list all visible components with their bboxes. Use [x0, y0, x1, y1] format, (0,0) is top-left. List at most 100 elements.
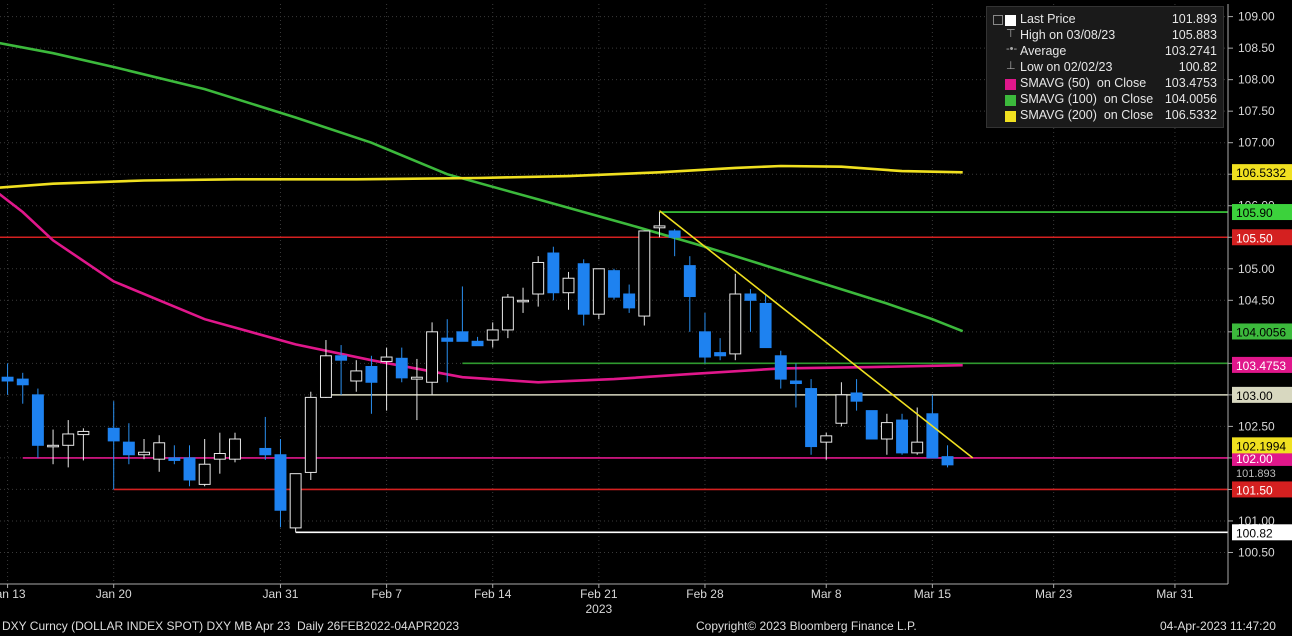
- candle: [759, 294, 772, 349]
- candle-body-down: [623, 293, 636, 309]
- sma100-ref-tag: [1232, 323, 1292, 340]
- candle-body-up: [501, 296, 514, 331]
- x-year-label: 2023: [585, 602, 612, 616]
- x-axis: Jan 13 Jan 20 Jan 31 Feb 7 Feb 14 Feb 21 Feb 2…: [0, 583, 1228, 616]
- candle: [789, 363, 802, 408]
- candle-body-down: [259, 447, 272, 456]
- x-tick-label: Feb 7: [371, 587, 402, 601]
- candle: [880, 413, 893, 455]
- last-price-label: 102.1994: [1236, 439, 1286, 453]
- y-tick-label: 108.50: [1238, 41, 1275, 55]
- candle-body-down: [683, 265, 696, 298]
- legend-row: Last Price 101.893: [987, 12, 1223, 28]
- candle-body-down: [577, 263, 590, 315]
- candle-body-up: [532, 261, 545, 295]
- downtrend-line: [658, 210, 974, 459]
- sma200-ref-tag: [1232, 164, 1292, 181]
- candle: [289, 473, 302, 533]
- footer-timestamp: 04-Apr-2023 11:47:20: [1160, 619, 1276, 633]
- legend-label: SMAVG (100) on Close: [1020, 92, 1154, 106]
- sma-line-1: [0, 41, 964, 333]
- legend-value: 103.4753: [1164, 76, 1217, 90]
- sma100-ref-label: 104.0056: [1236, 325, 1286, 339]
- candle: [122, 423, 135, 465]
- candle: [668, 229, 681, 257]
- candle-body-down: [335, 355, 348, 361]
- y-tick-label: 105.00: [1238, 262, 1275, 276]
- candle: [592, 268, 605, 320]
- legend-value: 100.82: [1178, 60, 1217, 74]
- candle: [714, 338, 727, 361]
- x-tick-label: Jan 31: [262, 587, 298, 601]
- footer-copyright: Copyright© 2023 Bloomberg Finance L.P.: [696, 619, 917, 633]
- x-tick-label: Jan 13: [0, 587, 26, 601]
- y-tick-label: 109.00: [1238, 10, 1275, 24]
- candle-body-up: [229, 438, 241, 460]
- candle: [77, 428, 90, 461]
- level-101-50-label: 101.50: [1236, 483, 1273, 497]
- candle-body-up: [77, 430, 90, 436]
- candle: [501, 294, 514, 339]
- candle: [274, 439, 287, 528]
- candle-body-down: [31, 394, 44, 446]
- candle-body-up: [198, 463, 211, 485]
- candle-body-down: [865, 410, 878, 440]
- candle: [365, 355, 378, 414]
- level-102-00-label: 102.00: [1236, 452, 1273, 466]
- legend-row: -•- Average 103.2741: [987, 43, 1223, 60]
- candle-body-up: [153, 442, 166, 460]
- candle: [410, 358, 423, 421]
- candle: [62, 420, 75, 468]
- candle-body-down: [395, 357, 408, 379]
- candle: [198, 439, 211, 487]
- candle: [562, 271, 575, 310]
- x-tick-label: Mar 15: [914, 587, 952, 601]
- sma50-ref-label: 103.4753: [1236, 359, 1286, 373]
- candle-body-down: [896, 419, 909, 454]
- candle-body-down: [759, 302, 772, 349]
- candle-body-up: [638, 230, 651, 317]
- candle: [820, 432, 833, 460]
- candle: [335, 345, 348, 395]
- last-close-label: 101.893: [1236, 468, 1276, 480]
- candle-body-up: [304, 396, 317, 473]
- candle: [47, 429, 60, 465]
- legend-label: SMAVG (50) on Close: [1020, 76, 1147, 90]
- candle: [532, 256, 545, 307]
- candle-body-up: [289, 473, 302, 529]
- candle-body-up: [62, 433, 75, 446]
- candle-body-down: [16, 378, 29, 386]
- candle-body-up: [380, 356, 393, 362]
- candle: [138, 439, 150, 460]
- level-105-50-label: 105.50: [1236, 231, 1273, 245]
- candle-body-up: [47, 444, 60, 448]
- candle: [319, 340, 332, 399]
- candle: [517, 287, 529, 313]
- legend-label: Last Price: [1020, 12, 1076, 26]
- candle: [865, 410, 878, 440]
- legend-swatch: [1005, 111, 1016, 122]
- candle-body-up: [653, 225, 666, 229]
- candle: [107, 401, 120, 490]
- candle-body-down: [714, 352, 727, 357]
- x-tick-label: Feb 21: [580, 587, 618, 601]
- legend-swatch: [1005, 95, 1016, 106]
- candle: [229, 432, 241, 463]
- candle: [835, 382, 848, 427]
- x-tick-label: Mar 31: [1156, 587, 1194, 601]
- level-105-50-tag: [1232, 229, 1292, 246]
- legend-collapse-box[interactable]: [993, 15, 1003, 25]
- candle-body-up: [426, 331, 439, 383]
- candle: [213, 432, 226, 474]
- candle: [471, 336, 484, 347]
- candle: [168, 445, 181, 465]
- legend-symbol-icon: ⊤: [1006, 28, 1016, 40]
- candle: [774, 350, 787, 389]
- legend-row: SMAVG (200) on Close 106.5332: [987, 108, 1223, 124]
- candle-body-down: [744, 293, 757, 301]
- candle-body-down: [850, 392, 863, 402]
- candle: [729, 273, 742, 361]
- candle-body-up: [138, 451, 150, 456]
- candle-body-down: [168, 457, 181, 461]
- candle-body-down: [1, 376, 14, 382]
